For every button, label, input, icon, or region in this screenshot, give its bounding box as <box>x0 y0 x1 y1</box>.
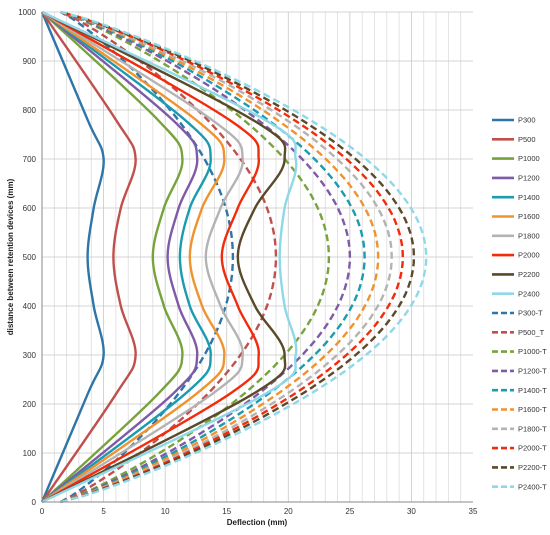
y-tick-label: 700 <box>23 155 37 164</box>
y-tick-label: 500 <box>23 253 37 262</box>
legend-label-p2000-t: P2000-T <box>518 444 547 453</box>
legend-label-p1200-t: P1200-T <box>518 367 547 376</box>
series-line-p500 <box>41 11 137 503</box>
legend-label-p2400: P2400 <box>518 289 540 298</box>
series-line-p1400-t <box>60 10 366 504</box>
series-line-p500-t <box>60 10 278 504</box>
series-line-p2000 <box>41 10 260 504</box>
legend-label-p1800-t: P1800-T <box>518 424 547 433</box>
series-line-p1000-t <box>60 10 331 504</box>
series-line-p1400 <box>41 11 212 503</box>
axes <box>41 12 473 503</box>
y-tick-label: 600 <box>23 204 37 213</box>
legend-label-p1200: P1200 <box>518 174 540 183</box>
legend-label-p2200-t: P2200-T <box>518 463 547 472</box>
series-line-p300 <box>40 11 105 503</box>
x-tick-label: 20 <box>284 507 293 516</box>
y-tick-label: 0 <box>32 498 37 507</box>
y-tick-labels: 0 100 200 300 400 500 600 700 800 900 1000 <box>18 8 36 507</box>
legend-label-p2200: P2200 <box>518 270 540 279</box>
x-tick-label: 0 <box>40 507 45 516</box>
series-line-p1800 <box>41 10 244 504</box>
x-tick-label: 5 <box>101 507 106 516</box>
series-line-p1800-t <box>60 10 393 504</box>
y-tick-label: 900 <box>23 57 37 66</box>
series-line-p2200-t <box>60 10 416 504</box>
legend-label-p2000: P2000 <box>518 251 540 260</box>
legend-label-p300: P300 <box>518 116 536 125</box>
legend-label-p1800: P1800 <box>518 231 540 240</box>
legend-label-p2400-t: P2400-T <box>518 482 547 491</box>
legend-label-p500-t: P500_T <box>518 328 545 337</box>
x-tick-label: 15 <box>222 507 231 516</box>
legend-label-p300-t: P300-T <box>518 309 543 318</box>
legend-label-p500: P500 <box>518 135 536 144</box>
legend-label-p1600: P1600 <box>518 212 540 221</box>
legend-label-p1000: P1000 <box>518 154 540 163</box>
legend-label-p1400-t: P1400-T <box>518 386 547 395</box>
legend: P300 P500 P1000 P1200 P1400 P1600 P1800 P2000 P2… <box>492 116 547 491</box>
legend-label-p1400: P1400 <box>518 193 540 202</box>
series-line-p300-t <box>59 10 235 504</box>
series-line-p2400 <box>41 10 298 504</box>
series-line-p1000 <box>41 11 184 503</box>
y-axis-title: distance between retention devices (mm) <box>6 178 15 335</box>
legend-label-p1000-t: P1000-T <box>518 347 547 356</box>
series-line-p2200 <box>41 10 287 504</box>
legend-label-p1600-t: P1600-T <box>518 405 547 414</box>
series-line-p1600-t <box>60 10 380 504</box>
series-line-p1600 <box>41 11 226 503</box>
y-tick-label: 100 <box>23 449 37 458</box>
x-axis-title: Deflection (mm) <box>227 518 288 527</box>
series-line-p1200 <box>41 11 199 503</box>
y-tick-label: 800 <box>23 106 37 115</box>
y-tick-label: 1000 <box>18 8 36 17</box>
y-tick-label: 400 <box>23 302 37 311</box>
x-tick-label: 10 <box>161 507 170 516</box>
series-line-p1200-t <box>60 10 352 504</box>
x-tick-label: 35 <box>469 507 478 516</box>
x-tick-label: 30 <box>407 507 416 516</box>
x-tick-label: 25 <box>345 507 354 516</box>
y-tick-label: 200 <box>23 400 37 409</box>
x-tick-labels: 0 5 10 15 20 25 30 35 <box>40 507 478 516</box>
y-tick-label: 300 <box>23 351 37 360</box>
series-line-p2000-t <box>60 10 404 504</box>
series-layer <box>40 10 428 504</box>
